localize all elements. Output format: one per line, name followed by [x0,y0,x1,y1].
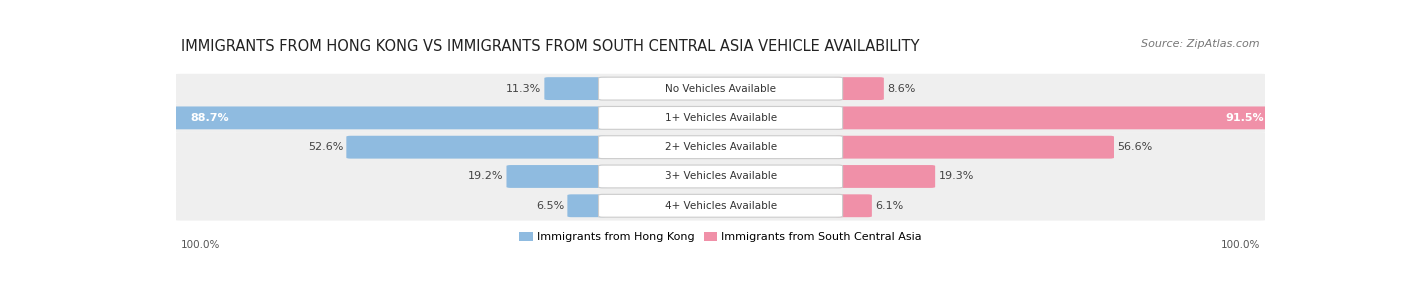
Text: 4+ Vehicles Available: 4+ Vehicles Available [665,201,776,211]
FancyBboxPatch shape [599,136,842,159]
FancyBboxPatch shape [346,136,607,159]
Text: 8.6%: 8.6% [887,84,915,94]
FancyBboxPatch shape [834,136,1114,159]
FancyBboxPatch shape [568,194,607,217]
FancyBboxPatch shape [173,103,1268,133]
Text: 3+ Vehicles Available: 3+ Vehicles Available [665,172,776,182]
Text: 19.3%: 19.3% [938,172,974,182]
FancyBboxPatch shape [834,194,872,217]
Legend: Immigrants from Hong Kong, Immigrants from South Central Asia: Immigrants from Hong Kong, Immigrants fr… [515,227,927,247]
Text: 6.5%: 6.5% [536,201,564,211]
FancyBboxPatch shape [506,165,607,188]
FancyBboxPatch shape [834,77,884,100]
FancyBboxPatch shape [599,165,842,188]
FancyBboxPatch shape [173,74,1268,104]
Text: 100.0%: 100.0% [1220,240,1260,250]
FancyBboxPatch shape [834,165,935,188]
FancyBboxPatch shape [599,106,842,129]
Text: 100.0%: 100.0% [181,240,221,250]
FancyBboxPatch shape [173,162,1268,191]
Text: No Vehicles Available: No Vehicles Available [665,84,776,94]
Text: 88.7%: 88.7% [191,113,229,123]
FancyBboxPatch shape [544,77,607,100]
FancyBboxPatch shape [834,106,1281,129]
Text: 52.6%: 52.6% [308,142,343,152]
FancyBboxPatch shape [173,132,1268,162]
Text: 11.3%: 11.3% [506,84,541,94]
Text: 91.5%: 91.5% [1225,113,1264,123]
Text: 6.1%: 6.1% [875,201,904,211]
Text: 2+ Vehicles Available: 2+ Vehicles Available [665,142,776,152]
FancyBboxPatch shape [173,106,607,129]
Text: 19.2%: 19.2% [468,172,503,182]
FancyBboxPatch shape [599,77,842,100]
Text: 56.6%: 56.6% [1118,142,1153,152]
FancyBboxPatch shape [599,194,842,217]
FancyBboxPatch shape [173,191,1268,221]
Text: 1+ Vehicles Available: 1+ Vehicles Available [665,113,776,123]
Text: Source: ZipAtlas.com: Source: ZipAtlas.com [1142,39,1260,49]
Text: IMMIGRANTS FROM HONG KONG VS IMMIGRANTS FROM SOUTH CENTRAL ASIA VEHICLE AVAILABI: IMMIGRANTS FROM HONG KONG VS IMMIGRANTS … [181,39,920,54]
